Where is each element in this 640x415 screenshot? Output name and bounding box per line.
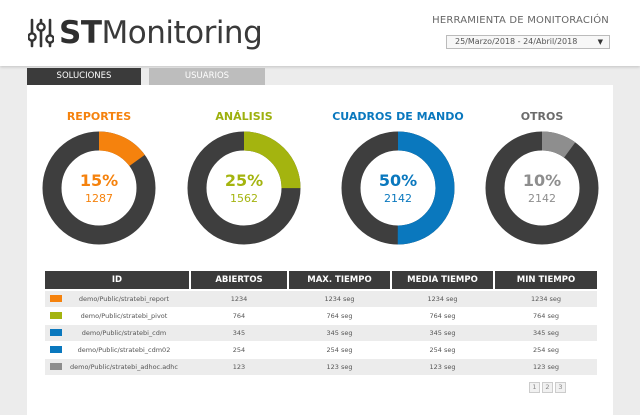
cell-abiertos: 345 [232, 329, 246, 337]
donut-reportes: REPORTES 15% 1287 [29, 85, 169, 255]
donut-chart [485, 131, 599, 245]
donut-title: REPORTES [66, 110, 132, 123]
cell-max: 345 seg [326, 329, 353, 337]
cell-abiertos: 764 [232, 312, 246, 320]
page-button-1[interactable]: 1 [529, 382, 540, 393]
page-button-3[interactable]: 3 [555, 382, 566, 393]
donut-count: 2142 [528, 192, 556, 205]
donut-ring-value [42, 131, 156, 245]
cell-id: demo/Public/stratebi_cdm [81, 329, 167, 337]
logo-bold-text: ST [59, 15, 102, 51]
donut-percent: 25% [224, 171, 264, 190]
cell-min: 1234 seg [530, 295, 562, 303]
cell-id: demo/Public/stratebi_cdm02 [77, 346, 171, 354]
column-header-max-tiempo[interactable]: MAX. TIEMPO [289, 271, 390, 289]
row-color-swatch [50, 346, 62, 353]
page-button-2[interactable]: 2 [542, 382, 553, 393]
cell-media: 345 seg [429, 329, 456, 337]
cell-max: 1234 seg [324, 295, 355, 303]
table-row[interactable]: demo/Public/stratebi_cdm02 254 254 seg 2… [45, 342, 597, 358]
cell-max: 123 seg [326, 363, 353, 371]
dropdown-caret-icon: ▼ [597, 38, 603, 46]
donut-percent: 15% [79, 171, 119, 190]
cell-max: 764 seg [326, 312, 353, 320]
donut-percent: 10% [522, 171, 562, 190]
app-logo[interactable]: STMonitoring [28, 15, 263, 51]
donut-count: 2142 [384, 192, 412, 205]
donut-chart [341, 131, 455, 245]
app-logo-text: STMonitoring [59, 15, 263, 51]
tool-title: HERRAMIENTA DE MONITORACIÓN [432, 15, 609, 26]
cell-media: 764 seg [429, 312, 456, 320]
cell-max: 254 seg [326, 346, 353, 354]
cell-abiertos: 123 [232, 363, 246, 371]
donut-cuadros-de-mando: CUADROS DE MANDO 50% 2142 [328, 85, 468, 255]
donut-title: CUADROS DE MANDO [332, 110, 464, 123]
date-range-select[interactable]: 25/Marzo/2018 - 24/Abril/2018 ▼ [446, 35, 610, 49]
table-header: ID ABIERTOS MAX. TIEMPO MEDIA TIEMPO MIN… [45, 271, 597, 289]
soluciones-panel: REPORTES 15% 1287 ANÁLISIS 25% 1562 CUAD… [27, 85, 613, 415]
cell-min: 345 seg [533, 329, 559, 337]
cell-min: 123 seg [533, 363, 559, 371]
cell-abiertos: 254 [232, 346, 246, 354]
cell-media: 1234 seg [427, 295, 458, 303]
donut-title: OTROS [520, 110, 564, 123]
donut-ring-value [485, 131, 599, 245]
tab-soluciones[interactable]: SOLUCIONES [27, 68, 141, 85]
column-header-abiertos[interactable]: ABIERTOS [191, 271, 287, 289]
row-color-swatch [50, 295, 62, 302]
donut-count: 1287 [85, 192, 113, 205]
sliders-logo-icon [28, 18, 54, 48]
column-header-media-tiempo[interactable]: MEDIA TIEMPO [392, 271, 493, 289]
donut-analisis: ANÁLISIS 25% 1562 [174, 85, 314, 255]
tab-usuarios[interactable]: USUARIOS [149, 68, 265, 85]
cell-id: demo/Public/stratebi_pivot [80, 312, 168, 320]
donut-otros: OTROS 10% 2142 [472, 85, 612, 255]
donut-chart [42, 131, 156, 245]
row-color-swatch [50, 329, 62, 336]
cell-min: 764 seg [533, 312, 559, 320]
cell-media: 123 seg [429, 363, 456, 371]
column-header-id[interactable]: ID [45, 271, 189, 289]
cell-min: 254 seg [533, 346, 559, 354]
donut-title: ANÁLISIS [215, 110, 273, 123]
app-header: STMonitoring HERRAMIENTA DE MONITORACIÓN… [0, 0, 640, 66]
cell-id: demo/Public/stratebi_report [78, 295, 170, 303]
cell-id: demo/Public/stratebi_adhoc.adhc [69, 363, 179, 371]
donut-count: 1562 [230, 192, 258, 205]
row-color-swatch [50, 363, 62, 370]
table-row[interactable]: demo/Public/stratebi_pivot 764 764 seg 7… [45, 308, 597, 324]
donut-percent: 50% [378, 171, 418, 190]
donut-ring-value [341, 131, 455, 245]
donut-ring-value [187, 131, 301, 245]
cell-abiertos: 1234 [230, 295, 248, 303]
date-range-value: 25/Marzo/2018 - 24/Abril/2018 [455, 37, 578, 46]
table-row[interactable]: demo/Public/stratebi_report 1234 1234 se… [45, 291, 597, 307]
donut-chart [187, 131, 301, 245]
table-row[interactable]: demo/Public/stratebi_adhoc.adhc 123 123 … [45, 359, 597, 375]
row-color-swatch [50, 312, 62, 319]
cell-media: 254 seg [429, 346, 456, 354]
table-row[interactable]: demo/Public/stratebi_cdm 345 345 seg 345… [45, 325, 597, 341]
column-header-min-tiempo[interactable]: MIN TIEMPO [495, 271, 597, 289]
logo-rest-text: Monitoring [101, 15, 263, 51]
